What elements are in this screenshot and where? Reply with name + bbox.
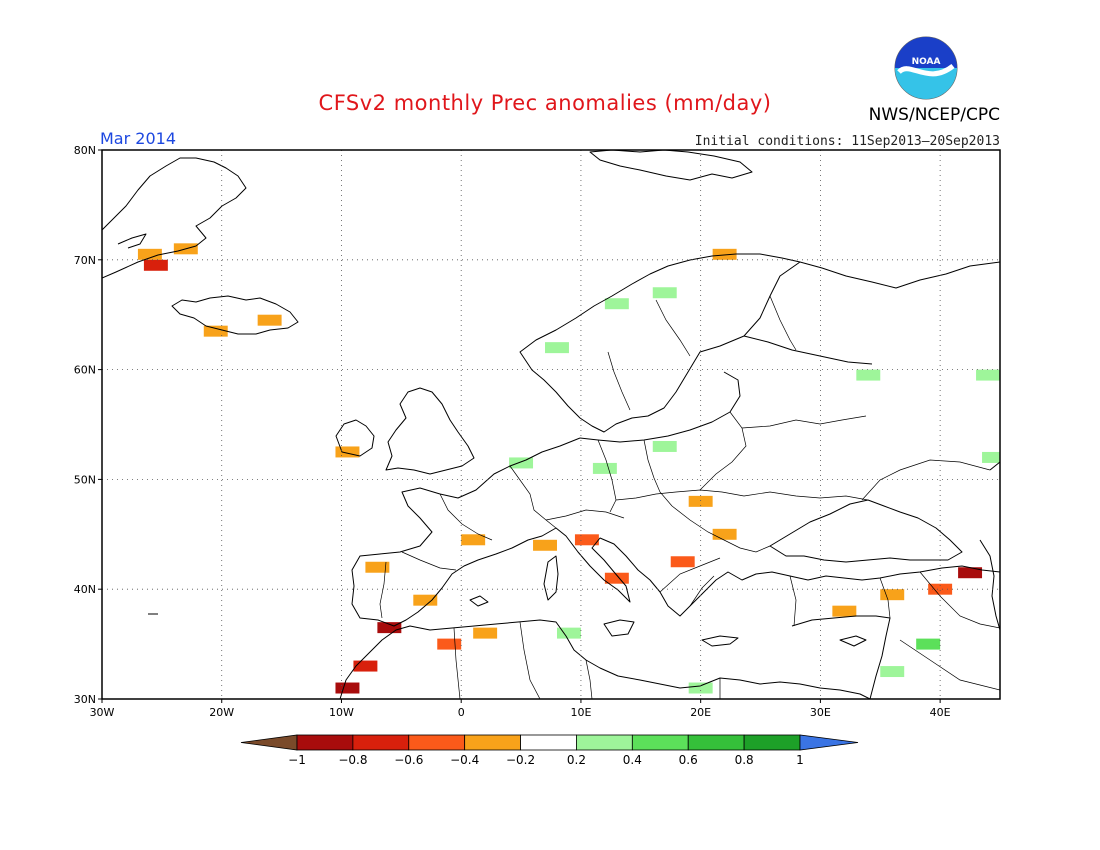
latitude-label: 70N xyxy=(74,254,96,267)
longitude-label: 10E xyxy=(570,706,591,719)
colorbar-segment xyxy=(520,734,577,751)
longitude-label: 40E xyxy=(930,706,951,719)
longitude-label: 20E xyxy=(690,706,711,719)
anomaly-cells xyxy=(137,243,1000,694)
anomaly-cell xyxy=(257,314,282,326)
agency-label: NWS/NCEP/CPC xyxy=(869,105,1000,125)
colorbar-segment xyxy=(296,734,354,751)
longitude-label: 20W xyxy=(209,706,234,719)
colorbar xyxy=(240,734,859,751)
anomaly-cell xyxy=(353,660,378,672)
anomaly-cell xyxy=(856,369,881,381)
colorbar-segment xyxy=(464,734,521,751)
colorbar-tick-label: 1 xyxy=(796,753,804,767)
longitude-labels: 30W 20W 10W 0 10E 20E 30E 40E xyxy=(90,699,951,719)
colorbar-segment xyxy=(687,734,745,751)
anomaly-cell xyxy=(652,440,677,452)
anomaly-cell xyxy=(533,539,557,551)
colorbar-tick-label: 0.6 xyxy=(679,753,698,767)
anomaly-cell xyxy=(880,666,905,678)
colorbar-labels: −1 −0.8 −0.6 −0.4 −0.2 0.2 0.4 0.6 0.8 1 xyxy=(288,753,804,767)
colorbar-tick-label: −0.2 xyxy=(506,753,535,767)
anomaly-cell xyxy=(688,495,713,507)
colorbar-low-arrow xyxy=(240,734,298,751)
anomaly-cell xyxy=(574,534,599,546)
anomaly-cell xyxy=(473,627,498,639)
forecast-month: Mar 2014 xyxy=(100,129,176,148)
anomaly-cell xyxy=(413,594,438,606)
latitude-label: 80N xyxy=(74,144,96,157)
colorbar-segment xyxy=(631,734,689,751)
anomaly-cell xyxy=(928,583,953,595)
anomaly-cell xyxy=(958,567,983,579)
colorbar-segment xyxy=(352,734,410,751)
latitude-label: 60N xyxy=(74,364,96,377)
initial-conditions: Initial conditions: 11Sep2013–20Sep2013 xyxy=(695,134,1000,149)
anomaly-cell xyxy=(604,298,629,310)
colorbar-tick-label: −1 xyxy=(288,753,306,767)
longitude-label: 30E xyxy=(810,706,831,719)
colorbar-tick-label: −0.6 xyxy=(394,753,423,767)
anomaly-cell xyxy=(335,682,360,694)
latitude-labels: 80N 70N 60N 50N 40N 30N xyxy=(74,144,102,706)
noaa-logo-icon: NOAA xyxy=(894,36,958,100)
latitude-label: 40N xyxy=(74,583,96,596)
longitude-label: 10W xyxy=(329,706,354,719)
country-borders xyxy=(379,295,1000,699)
colorbar-tick-label: −0.8 xyxy=(338,753,367,767)
anomaly-cell xyxy=(509,457,534,469)
figure-title: CFSv2 monthly Prec anomalies (mm/day) xyxy=(319,91,772,115)
colorbar-tick-label: −0.4 xyxy=(450,753,479,767)
anomaly-cell xyxy=(335,446,360,458)
anomaly-cell xyxy=(545,342,569,354)
colorbar-tick-label: 0.8 xyxy=(735,753,754,767)
latitude-label: 50N xyxy=(74,473,96,486)
anomaly-cell xyxy=(143,259,168,271)
anomaly-cell xyxy=(437,638,462,650)
colorbar-tick-label: 0.2 xyxy=(567,753,586,767)
anomaly-cell xyxy=(592,462,617,474)
anomaly-cell xyxy=(365,561,390,573)
anomaly-cell xyxy=(976,369,1000,381)
anomaly-cell xyxy=(377,622,402,634)
anomaly-cell xyxy=(688,682,713,694)
anomaly-cell xyxy=(712,528,737,540)
graticule xyxy=(102,150,1000,699)
coastlines xyxy=(102,150,1000,699)
anomaly-cell xyxy=(137,248,162,260)
anomaly-cell xyxy=(652,287,677,299)
anomaly-cell xyxy=(461,534,486,546)
anomaly-cell xyxy=(712,248,737,260)
longitude-label: 0 xyxy=(458,706,465,719)
colorbar-segment xyxy=(576,734,633,751)
colorbar-tick-label: 0.4 xyxy=(623,753,642,767)
anomaly-cell xyxy=(670,556,695,568)
colorbar-segment xyxy=(408,734,466,751)
anomaly-cell xyxy=(203,325,228,337)
anomaly-cell xyxy=(982,451,1000,463)
anomaly-cell xyxy=(916,638,941,650)
latitude-label: 30N xyxy=(74,693,96,706)
anomaly-cell xyxy=(832,605,857,617)
logo-text: NOAA xyxy=(912,57,941,67)
map-frame xyxy=(101,149,1001,700)
anomaly-cell xyxy=(880,589,905,601)
colorbar-high-arrow xyxy=(799,734,859,751)
colorbar-segment xyxy=(743,734,801,751)
longitude-label: 30W xyxy=(90,706,115,719)
anomaly-cell xyxy=(604,572,629,584)
anomaly-cell xyxy=(556,627,581,639)
